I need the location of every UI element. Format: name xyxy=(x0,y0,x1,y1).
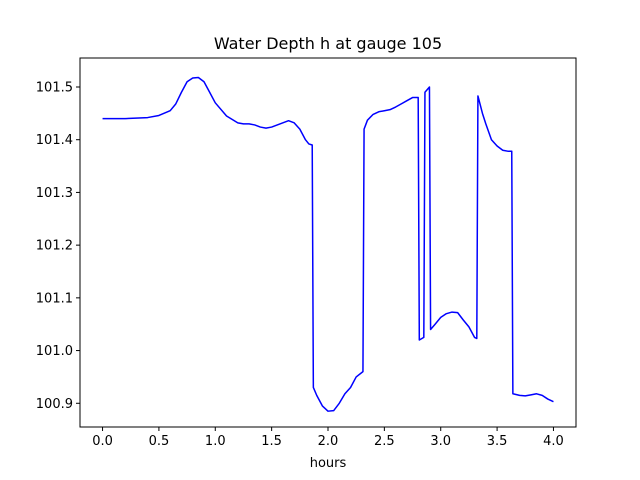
x-tick-label: 3.5 xyxy=(487,434,508,449)
y-axis: 100.9 101.0 101.1 101.2 101.3 101.4 101.5 xyxy=(36,80,80,412)
x-tick-label: 3.0 xyxy=(430,434,451,449)
x-tick-label: 1.5 xyxy=(261,434,282,449)
x-tick-label: 0.0 xyxy=(92,434,113,449)
y-tick-label: 101.3 xyxy=(36,186,73,201)
x-axis: 0.0 0.5 1.0 1.5 2.0 2.5 3.0 3.5 4.0 xyxy=(92,427,564,449)
y-tick-label: 101.2 xyxy=(36,239,73,254)
series-line-0 xyxy=(102,76,554,412)
x-tick-label: 0.5 xyxy=(149,434,170,449)
plot-area xyxy=(102,76,554,412)
y-tick-label: 101.5 xyxy=(36,80,73,95)
y-tick-label: 101.0 xyxy=(36,344,73,359)
chart-title: Water Depth h at gauge 105 xyxy=(214,34,442,53)
x-tick-label: 2.0 xyxy=(318,434,339,449)
y-tick-label: 101.4 xyxy=(36,133,73,148)
x-tick-label: 1.0 xyxy=(205,434,226,449)
x-tick-label: 2.5 xyxy=(374,434,395,449)
y-tick-label: 100.9 xyxy=(36,397,73,412)
x-tick-label: 4.0 xyxy=(543,434,564,449)
y-tick-label: 101.1 xyxy=(36,291,73,306)
x-axis-label: hours xyxy=(310,456,347,471)
plot-frame xyxy=(79,57,577,428)
